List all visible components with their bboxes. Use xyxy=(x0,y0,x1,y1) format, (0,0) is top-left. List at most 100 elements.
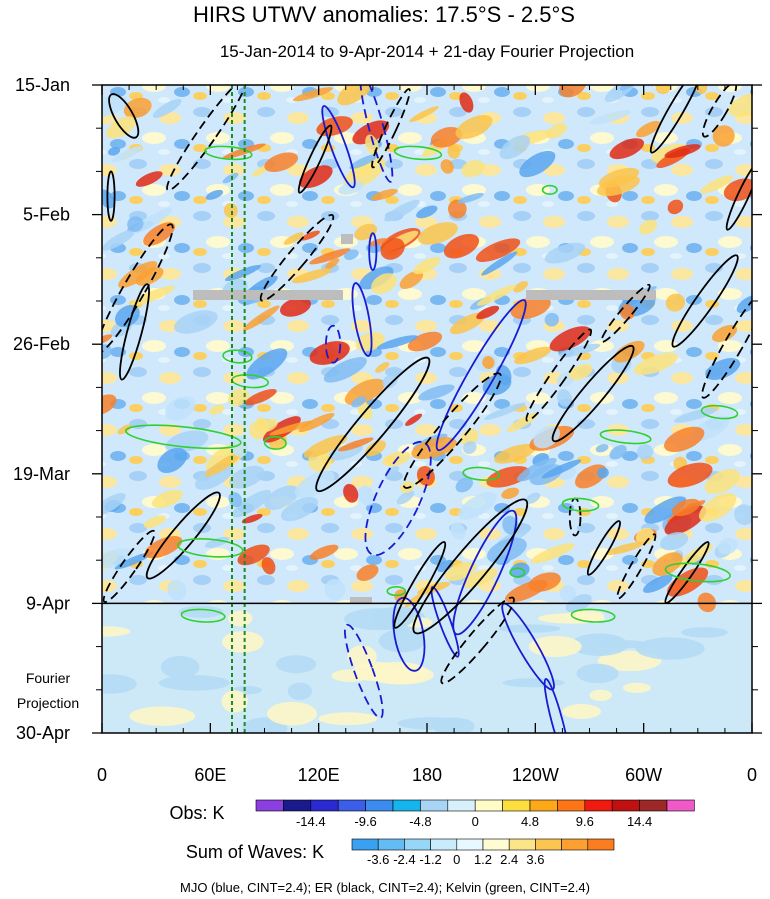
er-contour xyxy=(525,328,593,422)
missing-data-bars xyxy=(193,234,656,603)
anomaly-patch xyxy=(494,444,536,464)
mjo-contour xyxy=(543,678,571,733)
anomaly-patch xyxy=(228,492,243,508)
colorbar-swatch xyxy=(535,838,562,851)
anomaly-patch xyxy=(337,85,373,106)
anomaly-patch xyxy=(506,412,539,433)
colorbar-swatch xyxy=(365,799,394,812)
projection-patch xyxy=(562,704,602,719)
kelvin-contour xyxy=(222,349,253,364)
anomaly-patch xyxy=(516,457,557,482)
colorbar-tick-label: 4.8 xyxy=(521,814,539,829)
anomaly-patch xyxy=(544,312,559,327)
anomaly-patch xyxy=(135,171,163,187)
anomaly-patch xyxy=(344,249,359,260)
anomaly-patch xyxy=(157,447,188,474)
anomaly-patch xyxy=(544,242,586,264)
anomaly-patch xyxy=(559,585,576,602)
er-contour xyxy=(701,85,738,138)
anomaly-patch xyxy=(173,310,218,334)
anomaly-patch xyxy=(127,216,144,232)
anomaly-patch xyxy=(264,152,299,172)
anomaly-patch xyxy=(440,159,454,174)
mjo-contour xyxy=(321,105,356,189)
kelvin-contour xyxy=(570,608,616,623)
colorbar-swatch xyxy=(310,799,339,812)
colorbar-swatch xyxy=(502,799,531,812)
er-contour xyxy=(440,596,515,685)
anomaly-patch xyxy=(505,579,548,603)
anomaly-patch xyxy=(595,444,609,453)
anomaly-patch xyxy=(463,441,477,454)
er-contour xyxy=(671,254,739,348)
anomaly-patch xyxy=(671,498,701,517)
anomaly-patch xyxy=(279,297,312,317)
y-tick-label: 5-Feb xyxy=(23,205,70,225)
anomaly-patch xyxy=(484,402,526,420)
projection-patch xyxy=(102,674,137,694)
contours-er xyxy=(102,85,752,685)
anomaly-patch xyxy=(324,578,346,601)
anomaly-patch xyxy=(530,543,575,564)
kelvin-contour xyxy=(561,497,600,512)
anomaly-patch xyxy=(437,559,454,573)
mjo-contour xyxy=(368,232,378,272)
anomaly-patch xyxy=(457,192,484,204)
er-contour xyxy=(393,541,447,629)
anomaly-patch xyxy=(143,515,167,529)
colorbar-tick-label: -3.6 xyxy=(367,852,389,867)
anomaly-patch xyxy=(664,505,707,536)
projection-patch xyxy=(158,675,230,691)
er-contour xyxy=(315,356,431,493)
anomaly-patch xyxy=(349,153,379,170)
x-tick-label: 120E xyxy=(298,765,340,785)
missing-data-bar xyxy=(341,234,353,244)
anomaly-patch xyxy=(462,568,498,588)
anomaly-patch xyxy=(481,251,518,276)
anomaly-patch xyxy=(338,181,363,195)
anomaly-patch xyxy=(298,165,333,189)
anomaly-patch xyxy=(558,343,601,358)
anomaly-patch xyxy=(728,92,752,117)
anomaly-patch xyxy=(549,326,591,352)
anomaly-patch xyxy=(525,492,541,504)
anomaly-patch xyxy=(135,267,164,286)
kelvin-contour xyxy=(177,538,244,558)
anomaly-patch xyxy=(102,229,136,251)
anomaly-patch xyxy=(257,418,278,433)
anomaly-patch xyxy=(396,490,415,505)
er-contour xyxy=(297,124,333,194)
kelvin-contour xyxy=(204,145,253,161)
mjo-contour xyxy=(435,299,527,452)
colorbar-tick-label: -4.8 xyxy=(409,814,431,829)
er-contour xyxy=(701,289,752,399)
anomaly-patch xyxy=(636,443,654,460)
er-contour xyxy=(166,85,248,192)
anomaly-patch xyxy=(413,257,441,275)
anomaly-patch xyxy=(633,352,678,375)
anomaly-patch xyxy=(417,222,458,245)
projection-patch xyxy=(378,629,426,653)
anomaly-patch xyxy=(323,357,367,383)
projection-patch xyxy=(129,706,196,726)
er-contour xyxy=(145,491,221,580)
anomaly-patch xyxy=(734,504,752,526)
anomaly-patch xyxy=(108,146,121,156)
anomaly-patch xyxy=(458,492,497,520)
anomaly-patch xyxy=(385,466,400,476)
anomaly-patch xyxy=(697,592,717,613)
anomaly-patch xyxy=(596,467,609,479)
anomaly-patch xyxy=(376,335,418,350)
anomaly-patch xyxy=(237,544,270,566)
anomaly-patch xyxy=(459,92,474,113)
mjo-contour xyxy=(430,586,460,658)
anomaly-patch xyxy=(704,469,740,494)
kelvin-contour xyxy=(462,466,501,481)
anomaly-patch xyxy=(283,232,304,245)
anomaly-patch xyxy=(487,537,527,564)
colorbar-tick-label: 0 xyxy=(453,852,460,867)
anomaly-patch xyxy=(261,557,276,575)
anomaly-patch xyxy=(717,537,738,555)
anomaly-patch xyxy=(609,138,645,160)
er-contour xyxy=(102,529,156,603)
